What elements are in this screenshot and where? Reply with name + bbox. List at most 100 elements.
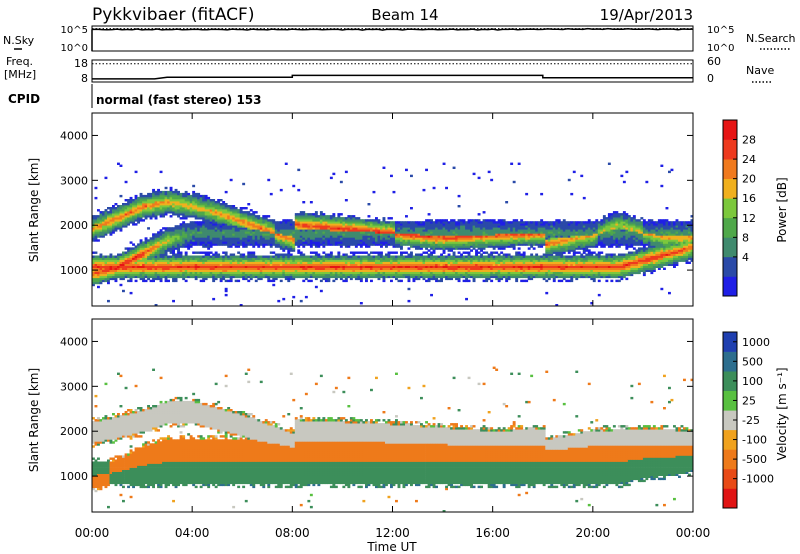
heatmap-cell — [219, 199, 223, 202]
heatmap-cell — [329, 259, 333, 262]
heatmap-cell — [202, 251, 206, 254]
heatmap-cell — [475, 261, 478, 264]
heatmap-cell — [344, 277, 348, 281]
heatmap-cell — [154, 257, 158, 260]
heatmap-cell — [157, 247, 160, 250]
heatmap-cell — [422, 273, 426, 277]
heatmap-cell — [159, 271, 163, 275]
heatmap-cell — [209, 269, 213, 272]
heatmap-cell — [199, 201, 203, 204]
heatmap-cell — [169, 229, 173, 232]
heatmap-cell — [422, 243, 426, 246]
heatmap-cell — [349, 229, 353, 232]
heatmap-cell — [217, 227, 221, 230]
heatmap-cell — [312, 267, 316, 270]
heatmap-cell — [114, 275, 118, 279]
heatmap-cell — [420, 255, 423, 258]
heatmap-cell — [372, 275, 376, 279]
heatmap-cell — [420, 235, 423, 238]
heatmap-cell — [279, 259, 283, 262]
heatmap-cell — [204, 196, 208, 200]
heatmap-cell — [214, 257, 218, 260]
heatmap-cell — [382, 275, 386, 279]
heatmap-cell — [269, 192, 273, 196]
heatmap-cell — [227, 225, 231, 228]
heatmap-cell — [254, 273, 258, 277]
heatmap-cell — [302, 267, 306, 270]
heatmap-cell — [277, 253, 281, 256]
heatmap-cell — [234, 279, 238, 283]
heatmap-cell — [117, 205, 120, 208]
heatmap-cell — [114, 221, 118, 224]
heatmap-cell — [342, 223, 346, 226]
heatmap-cell — [174, 239, 178, 242]
heatmap-cell — [382, 263, 386, 266]
heatmap-cell — [462, 261, 466, 264]
heatmap-cell — [322, 259, 326, 262]
heatmap-cell — [97, 271, 100, 275]
heatmap-cell — [417, 273, 421, 277]
heatmap-cell — [287, 241, 291, 244]
heatmap-cell — [174, 265, 178, 268]
heatmap-cell — [277, 257, 281, 260]
heatmap-cell — [219, 221, 223, 224]
heatmap-cell — [127, 211, 130, 214]
heatmap-cell — [382, 261, 386, 264]
heatmap-cell — [367, 235, 371, 238]
heatmap-cell — [402, 251, 406, 254]
heatmap-cell — [199, 196, 203, 200]
heatmap-cell — [167, 199, 170, 202]
heatmap-cell — [500, 241, 504, 244]
heatmap-cell — [144, 239, 148, 242]
heatmap-cell — [357, 229, 361, 232]
heatmap-cell — [289, 267, 293, 270]
heatmap-cell — [337, 267, 341, 270]
heatmap-cell — [127, 219, 130, 222]
heatmap-cell — [282, 229, 286, 232]
heatmap-cell — [194, 263, 198, 266]
heatmap-cell — [297, 219, 301, 222]
heatmap-cell — [274, 257, 278, 260]
heatmap-cell — [262, 219, 266, 222]
heatmap-cell — [269, 255, 273, 258]
heatmap-cell — [104, 269, 108, 272]
heatmap-cell — [144, 205, 148, 208]
heatmap-cell — [407, 279, 411, 283]
heatmap-cell — [172, 231, 175, 234]
heatmap-cell — [287, 265, 291, 268]
heatmap-cell — [244, 265, 248, 268]
heatmap-cell — [169, 249, 173, 252]
heatmap-cell — [134, 275, 138, 279]
heatmap-cell — [122, 215, 125, 218]
heatmap-cell — [362, 223, 366, 226]
heatmap-cell — [109, 259, 113, 262]
heatmap-cell — [284, 267, 288, 270]
heatmap-cell — [244, 227, 248, 230]
heatmap-cell — [397, 225, 401, 228]
heatmap-cell — [495, 251, 499, 254]
heatmap-cell — [147, 203, 150, 206]
heatmap-cell — [417, 253, 421, 256]
heatmap-cell — [162, 257, 165, 260]
heatmap-cell — [194, 209, 198, 212]
heatmap-cell — [410, 237, 413, 240]
heatmap-cell — [167, 257, 170, 260]
heatmap-cell — [224, 243, 228, 246]
heatmap-cell — [164, 192, 168, 196]
heatmap-cell — [395, 273, 398, 277]
heatmap-cell — [292, 235, 296, 238]
freq-label: Freq. — [6, 55, 33, 68]
heatmap-cell — [239, 231, 243, 234]
heatmap-cell — [334, 229, 338, 232]
heatmap-cell — [149, 205, 153, 208]
heatmap-cell — [304, 263, 308, 266]
heatmap-cell — [249, 277, 253, 281]
heatmap-cell — [430, 251, 433, 254]
heatmap-cell — [382, 221, 386, 224]
heatmap-cell — [247, 235, 251, 238]
heatmap-cell — [239, 213, 243, 216]
heatmap-cell — [392, 223, 396, 226]
heatmap-cell — [207, 265, 211, 268]
heatmap-cell — [282, 265, 286, 268]
heatmap-cell — [412, 265, 416, 268]
